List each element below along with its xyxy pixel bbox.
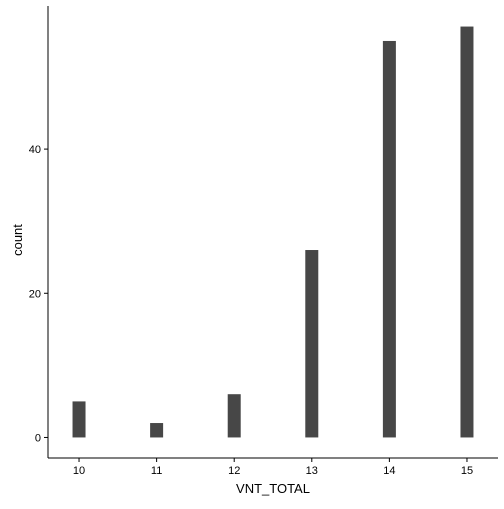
- bar-10: [72, 401, 86, 438]
- bar-12: [227, 394, 241, 438]
- bar-11: [150, 423, 164, 438]
- y-tick-label-40: 40: [29, 144, 41, 156]
- y-axis-ticks: 0 20 40: [29, 144, 48, 444]
- x-tick-label-12: 12: [228, 465, 240, 477]
- y-tick-label-20: 20: [29, 288, 41, 300]
- bar-15: [460, 26, 474, 438]
- y-axis-title: count: [10, 224, 25, 256]
- x-tick-label-13: 13: [306, 465, 318, 477]
- y-tick-label-0: 0: [35, 432, 41, 444]
- x-tick-label-11: 11: [151, 465, 162, 477]
- bar-group: [72, 26, 474, 438]
- bar-13: [305, 250, 319, 438]
- x-tick-label-10: 10: [73, 465, 85, 477]
- x-tick-label-14: 14: [383, 465, 395, 477]
- x-axis-ticks: 10 11 12 13 14 15: [73, 458, 473, 477]
- bar-14: [382, 40, 396, 438]
- x-tick-label-15: 15: [461, 465, 473, 477]
- x-axis-title: VNT_TOTAL: [236, 481, 310, 496]
